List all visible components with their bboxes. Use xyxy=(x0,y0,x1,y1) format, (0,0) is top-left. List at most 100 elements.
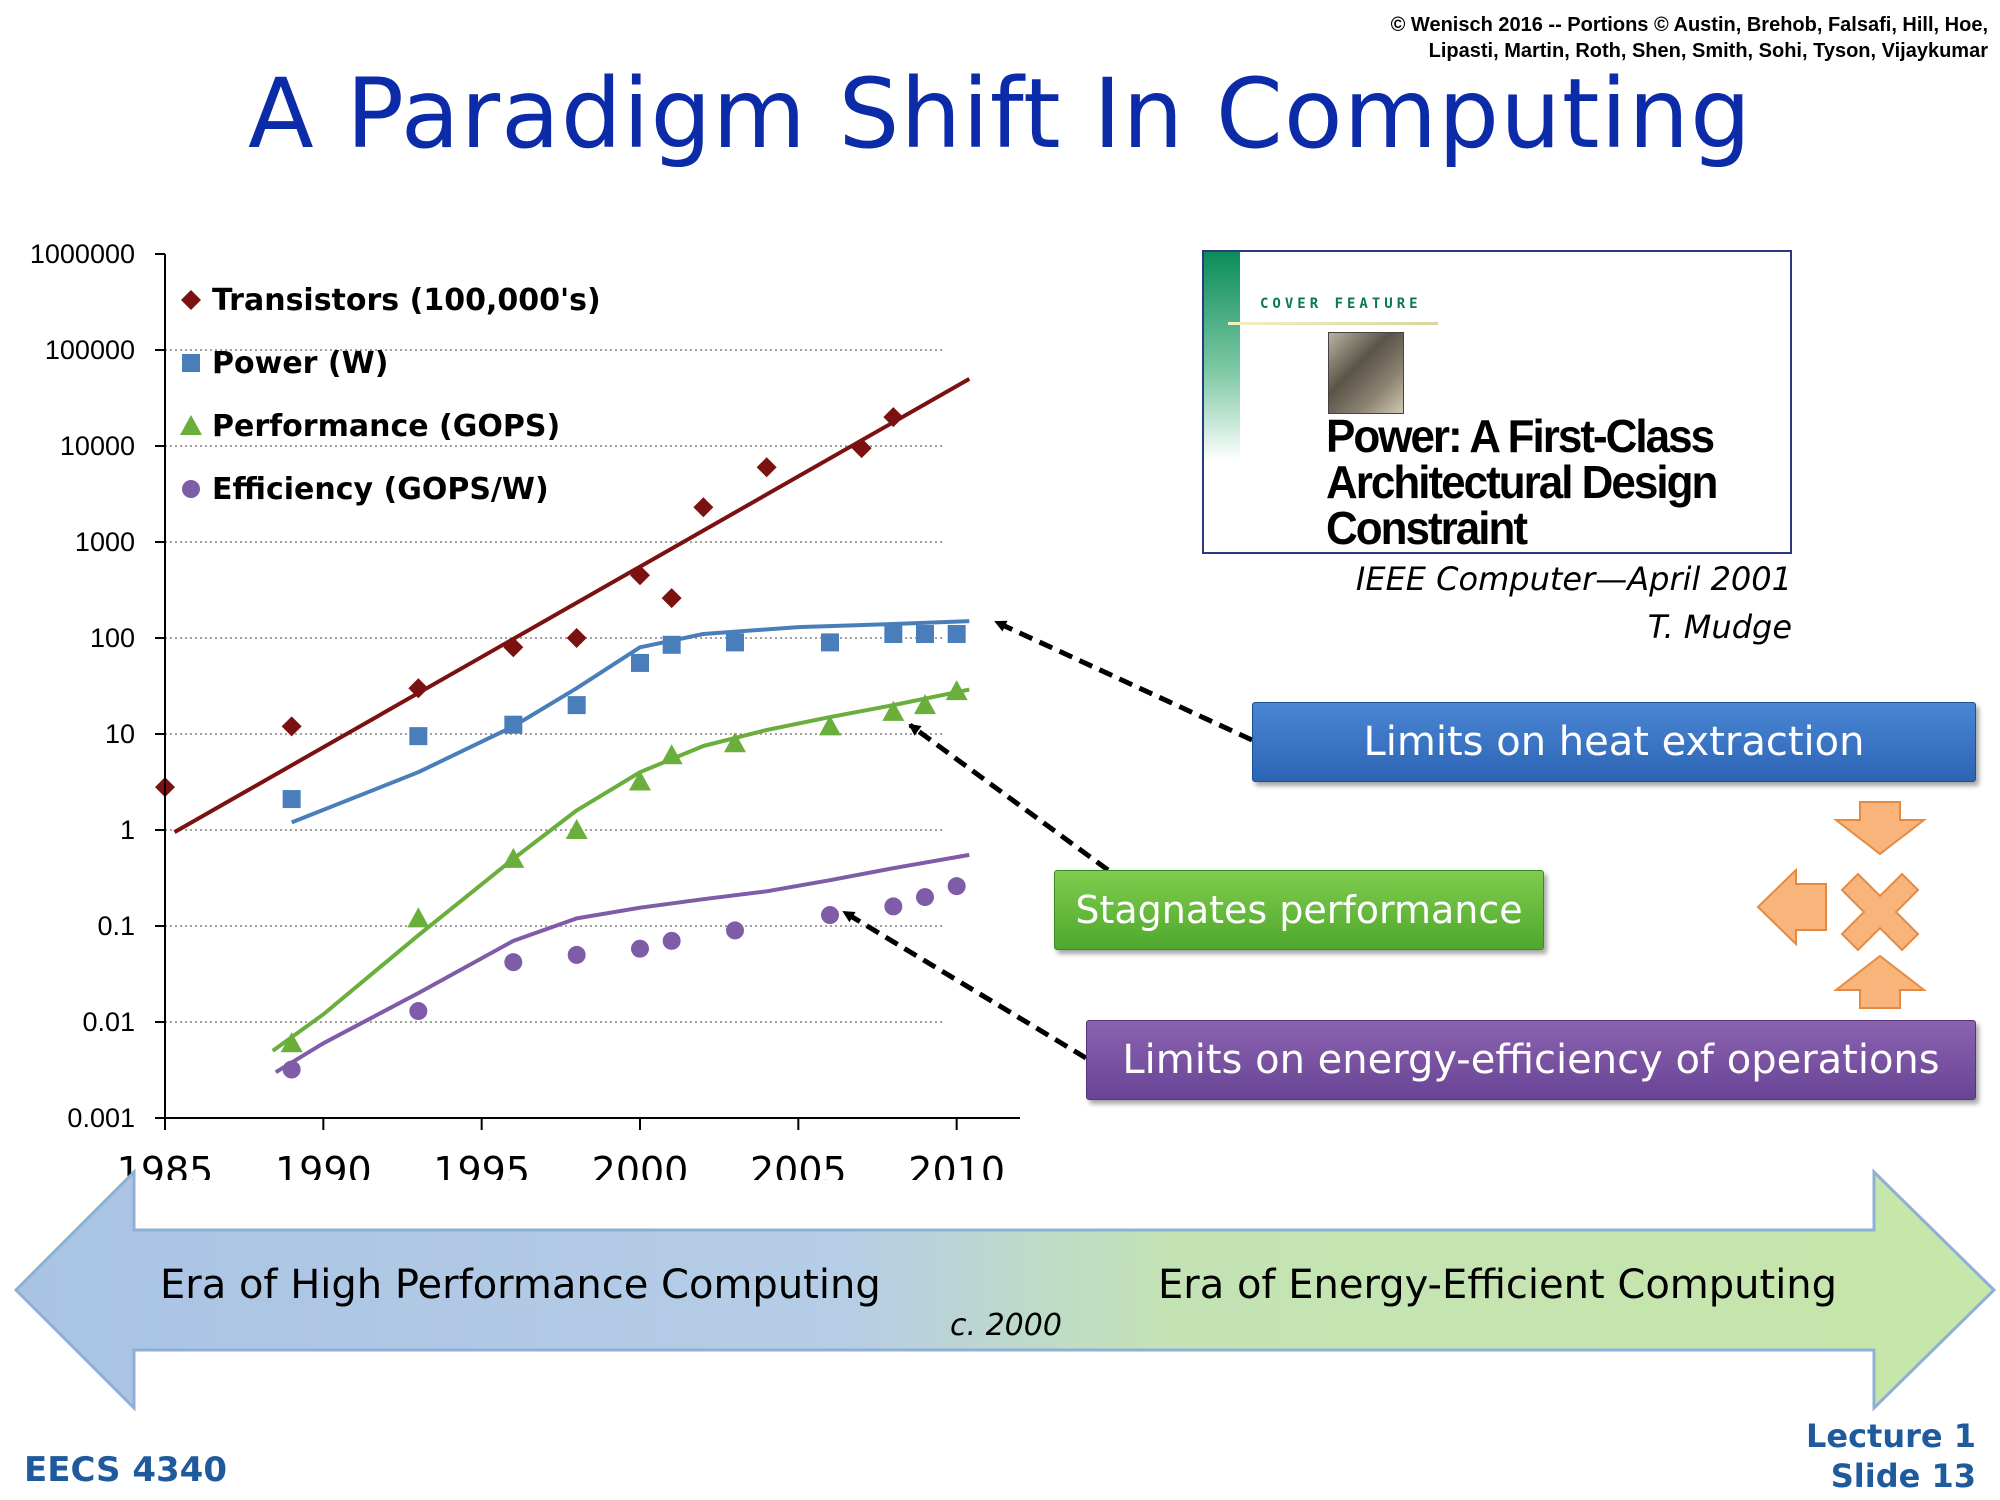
legend-label: Transistors (100,000's) xyxy=(212,283,601,318)
slide-number: Lecture 1 Slide 13 xyxy=(1806,1416,1976,1496)
trend-line xyxy=(274,852,970,1074)
y-tick-label: 1000000 xyxy=(30,239,135,269)
x-tick-label: 2005 xyxy=(750,1149,847,1180)
data-point xyxy=(566,628,587,648)
data-point xyxy=(882,700,905,721)
legend-label: Efficiency (GOPS/W) xyxy=(212,472,549,507)
x-tick-label: 1995 xyxy=(433,1149,530,1180)
data-point xyxy=(281,716,302,737)
data-point xyxy=(409,1002,428,1021)
cover-feature-label: COVER FEATURE xyxy=(1260,296,1422,312)
legend-label: Performance (GOPS) xyxy=(212,409,560,444)
data-point xyxy=(180,415,202,435)
data-point xyxy=(282,1060,301,1079)
data-point xyxy=(819,715,841,736)
slide-title: A Paradigm Shift In Computing xyxy=(247,58,1752,170)
data-point xyxy=(884,625,903,644)
log-scale-chart: 1000000 100000 10000 1000 100 10 1 0.1 0.01 0.001… xyxy=(30,239,1020,1180)
data-point xyxy=(504,953,523,972)
data-point xyxy=(630,565,650,586)
data-point xyxy=(947,877,966,896)
data-point xyxy=(660,744,683,765)
data-point xyxy=(726,633,744,652)
data-point xyxy=(409,727,428,746)
data-point xyxy=(565,819,588,839)
data-point xyxy=(693,497,714,518)
y-tick-label: 0.1 xyxy=(97,911,135,941)
data-point xyxy=(282,790,301,809)
data-point xyxy=(181,290,201,310)
data-point xyxy=(567,945,586,964)
data-point xyxy=(662,931,681,950)
dashed-arrow-heat xyxy=(994,619,1254,743)
y-tick-label: 0.01 xyxy=(82,1007,135,1037)
callout-heat-extraction: Limits on heat extraction xyxy=(1252,702,1976,782)
data-point xyxy=(502,847,525,868)
data-point xyxy=(407,907,430,928)
era-right-label: Era of Energy-Efficient Computing xyxy=(1158,1262,1838,1308)
data-point xyxy=(629,770,651,791)
y-tick-label: 1000 xyxy=(75,527,135,557)
data-point xyxy=(756,457,777,478)
data-point xyxy=(724,732,746,753)
data-point xyxy=(883,407,904,428)
trend-line xyxy=(173,377,971,834)
data-point xyxy=(567,696,586,715)
trend-line xyxy=(290,619,970,825)
data-point xyxy=(851,438,872,459)
data-point xyxy=(503,637,524,658)
data-point xyxy=(884,897,903,916)
dashed-arrow-efficiency xyxy=(842,909,1088,1061)
citation-source: IEEE Computer—April 2001 xyxy=(1355,560,1792,598)
x-tick-label: 2010 xyxy=(908,1149,1005,1180)
cross-icon xyxy=(1840,872,1920,952)
cover-accent-strip xyxy=(1204,252,1240,552)
data-point xyxy=(182,354,200,372)
callout-performance-growth: Stagnates performance growth xyxy=(1054,870,1544,1010)
era-pivot-label: c. 2000 xyxy=(950,1308,1062,1343)
data-point xyxy=(182,480,200,498)
y-tick-label: 0.001 xyxy=(67,1103,135,1133)
data-point xyxy=(821,906,839,925)
data-point xyxy=(662,635,681,654)
x-tick-label: 2000 xyxy=(592,1149,689,1180)
course-code: EECS 4340 xyxy=(24,1450,227,1490)
orange-arrow-cluster xyxy=(1756,801,1927,1009)
data-point xyxy=(408,678,429,699)
era-double-arrow xyxy=(13,1168,1997,1412)
y-tick-label: 100000 xyxy=(45,335,135,365)
y-tick-label: 100 xyxy=(90,623,135,653)
data-point xyxy=(821,633,839,652)
up-arrow-icon xyxy=(1833,954,1927,1009)
data-point xyxy=(280,1032,303,1053)
cover-feature-thumbnail: COVER FEATURE Power: A First-Class Archi… xyxy=(1202,250,1792,554)
data-point xyxy=(631,653,649,672)
dashed-arrow-performance xyxy=(908,722,1110,873)
cover-headline: Power: A First-Class Architectural Desig… xyxy=(1326,410,1718,554)
data-point xyxy=(661,588,682,609)
y-tick-label: 1 xyxy=(120,815,135,845)
data-point xyxy=(504,715,523,734)
citation-author: T. Mudge xyxy=(1647,608,1792,646)
data-point xyxy=(726,921,744,940)
lecture-label: Lecture 1 xyxy=(1805,1417,1976,1455)
y-tick-label: 10000 xyxy=(60,431,135,461)
data-point xyxy=(945,680,968,701)
era-left-label: Era of High Performance Computing xyxy=(160,1262,881,1308)
slide-label: Slide 13 xyxy=(1830,1457,1976,1495)
magazine-thumbnail-image xyxy=(1328,332,1404,414)
data-point xyxy=(914,694,936,715)
left-arrow-icon xyxy=(1756,867,1827,947)
data-point xyxy=(916,625,934,644)
legend-label: Power (W) xyxy=(212,346,388,381)
down-arrow-icon xyxy=(1833,801,1927,856)
copyright-notice: © Wenisch 2016 -- Portions © Austin, Bre… xyxy=(1390,14,1988,62)
data-point xyxy=(631,939,649,958)
y-tick-label: 10 xyxy=(105,719,135,749)
callout-energy-efficiency: Limits on energy-efficiency of operation… xyxy=(1086,1020,1976,1100)
data-point xyxy=(947,625,966,644)
data-point xyxy=(916,888,934,907)
x-tick-label: 1990 xyxy=(275,1149,372,1180)
cover-rule xyxy=(1228,322,1438,325)
